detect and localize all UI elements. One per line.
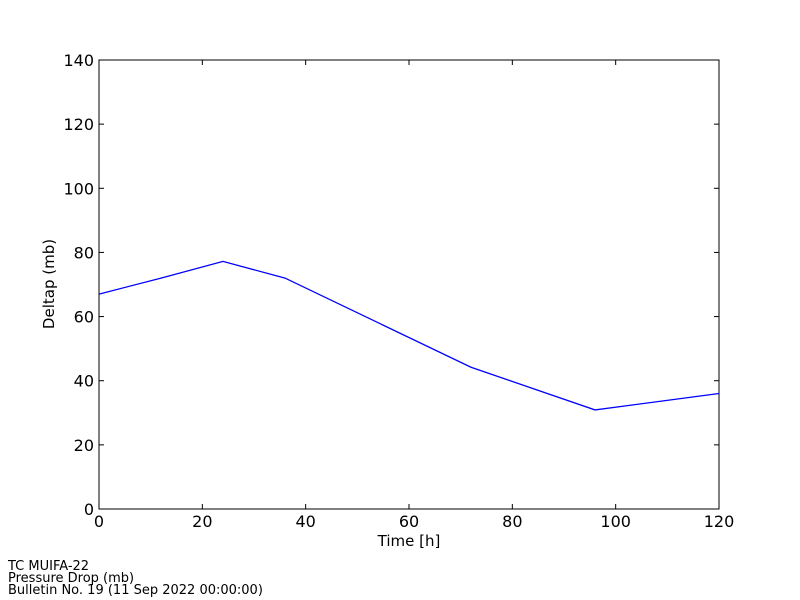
- data-line: [98, 260, 720, 411]
- y-tick-label: 120: [63, 115, 94, 134]
- footer-text: Bulletin No. 19 (11 Sep 2022 00:00:00): [8, 583, 263, 598]
- x-tick-label: 120: [704, 512, 735, 531]
- x-tick-label: 20: [192, 512, 212, 531]
- y-tick-label: 80: [74, 243, 94, 262]
- x-tick-label: 80: [502, 512, 522, 531]
- x-axis-label: Time [h]: [377, 532, 441, 550]
- y-tick-label: 140: [63, 51, 94, 70]
- y-tick-label: 20: [74, 436, 94, 455]
- x-tick-label: 0: [94, 512, 104, 531]
- footer-text: TC MUIFA-22: [7, 559, 89, 574]
- plot-frame: [98, 59, 720, 510]
- y-tick-label: 40: [74, 372, 94, 391]
- y-tick-label: 60: [74, 308, 94, 327]
- y-axis-label: Deltap (mb): [40, 239, 58, 329]
- x-tick-label: 60: [399, 512, 419, 531]
- x-tick-label: 40: [295, 512, 315, 531]
- y-tick-label: 0: [84, 500, 94, 519]
- y-tick-label: 100: [63, 179, 94, 198]
- x-tick-label: 100: [600, 512, 631, 531]
- footer-text: Pressure Drop (mb): [8, 571, 134, 586]
